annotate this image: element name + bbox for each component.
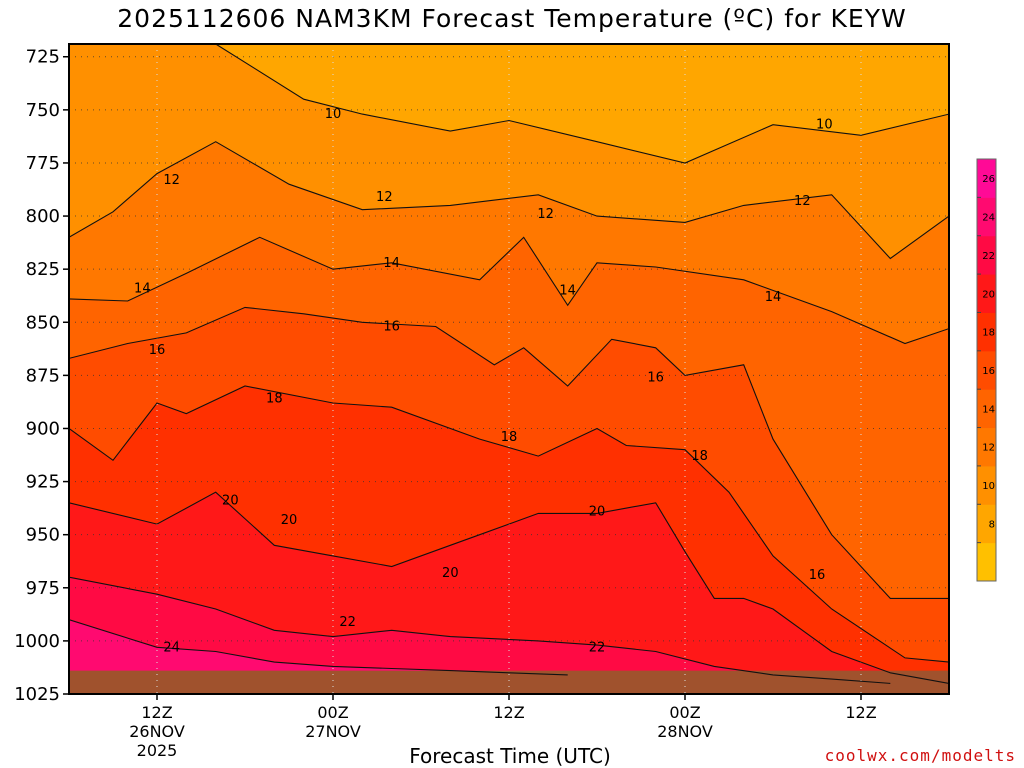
colorbar-swatch	[977, 274, 996, 313]
isotherm-label: 12	[163, 173, 180, 188]
isotherm-label: 20	[589, 504, 606, 519]
x-tick-label: 2025	[137, 741, 178, 760]
colorbar-tick-label: 12	[982, 443, 995, 454]
isotherm-12	[69, 141, 949, 260]
colorbar-frame	[976, 158, 997, 582]
isotherm-label: 22	[339, 615, 356, 630]
y-tick-label: 1025	[14, 684, 60, 705]
colorbar-tick-label: 24	[982, 213, 995, 224]
colorbar: 8 10 12 14 16 18 20 22 24 26	[976, 158, 997, 582]
colorbar-tick-label: 14	[982, 404, 995, 415]
isotherm-10	[69, 44, 949, 164]
colorbar-swatch	[977, 350, 996, 390]
colorbar-swatch	[977, 235, 996, 275]
isotherm-label: 20	[222, 494, 239, 509]
chart-title: 2025112606 NAM3KM Forecast Temperature (…	[117, 4, 907, 33]
isotherm-24	[69, 619, 568, 676]
isotherm-20	[69, 491, 949, 684]
isotherm-label: 14	[559, 283, 576, 298]
isotherm-label: 14	[765, 290, 782, 305]
y-tick-label: 800	[26, 206, 60, 227]
x-tick-label: 12Z	[141, 703, 172, 722]
y-tick-label: 850	[26, 312, 60, 333]
y-tick-label: 825	[26, 259, 60, 280]
colorbar-tick-label: 18	[982, 328, 995, 339]
isotherm-lines	[69, 44, 949, 684]
temperature-bands	[69, 44, 949, 694]
x-tick-label: 27NOV	[305, 722, 361, 741]
x-tick-label: 12Z	[845, 703, 876, 722]
x-tick-label: 12Z	[493, 703, 524, 722]
isotherm-label: 14	[383, 256, 400, 271]
colorbar-tick-label: 22	[982, 251, 995, 262]
isotherm-14	[69, 236, 949, 345]
colorbar-swatch	[977, 465, 996, 505]
isotherm-label: 12	[537, 207, 554, 222]
isotherm-label: 12	[376, 190, 393, 205]
isotherm-label: 18	[691, 449, 708, 464]
isotherm-label: 14	[134, 281, 151, 296]
ground-layer	[69, 670, 949, 694]
grid-lines	[69, 44, 949, 694]
x-axis-label: Forecast Time (UTC)	[409, 744, 611, 768]
isotherm-label: 16	[383, 320, 400, 335]
colorbar-tick-label: 26	[982, 174, 995, 185]
isotherm-18	[69, 385, 949, 663]
isotherm-label: 16	[149, 343, 166, 358]
isotherm-labels: 10 10 12 12 12 12 14 14 14 14 16 16 16 16 18 18 18 20 20 20…	[134, 107, 833, 655]
colorbar-swatch	[977, 312, 996, 352]
isotherm-label: 16	[809, 568, 826, 583]
colorbar-swatch	[977, 427, 996, 467]
colorbar-swatch	[977, 389, 996, 429]
isotherm-22	[69, 576, 891, 684]
y-tick-label: 750	[26, 100, 60, 121]
colorbar-tick-label: 8	[989, 519, 995, 530]
y-tick-label: 775	[26, 153, 60, 174]
isotherm-label: 10	[816, 118, 833, 133]
x-tick-label: 00Z	[669, 703, 700, 722]
y-tick-label: 975	[26, 578, 60, 599]
site-watermark: coolwx.com/modelts	[824, 746, 1016, 765]
isotherm-label: 16	[647, 370, 664, 385]
isotherm-label: 20	[442, 566, 459, 581]
y-tick-label: 900	[26, 418, 60, 439]
isotherm-label: 18	[266, 392, 283, 407]
colorbar-swatch	[977, 197, 996, 237]
isotherm-label: 10	[325, 107, 342, 122]
ground-fill	[69, 670, 949, 694]
colorbar-swatch	[977, 542, 996, 582]
colorbar-tick-label: 16	[982, 366, 995, 377]
isotherm-label: 22	[589, 640, 606, 655]
y-tick-label: 875	[26, 365, 60, 386]
y-tick-label: 925	[26, 472, 60, 493]
isotherm-16	[69, 306, 949, 599]
y-tick-label: 950	[26, 525, 60, 546]
x-tick-label: 00Z	[317, 703, 348, 722]
isotherm-label: 18	[501, 430, 518, 445]
y-axis: 725 750 775 800 825 850 875 900 925 950 975 1000 102…	[14, 47, 69, 705]
colorbar-tick-label: 20	[982, 289, 995, 300]
colorbar-swatch	[977, 504, 996, 544]
y-tick-label: 725	[26, 47, 60, 68]
isotherm-label: 24	[163, 640, 180, 655]
x-tick-label: 26NOV	[129, 722, 185, 741]
colorbar-tick-label: 10	[982, 481, 995, 492]
colorbar-swatch	[977, 159, 996, 198]
y-tick-label: 1000	[14, 631, 60, 652]
isotherm-label: 12	[794, 194, 811, 209]
isotherm-label: 20	[281, 513, 298, 528]
x-tick-label: 28NOV	[657, 722, 713, 741]
